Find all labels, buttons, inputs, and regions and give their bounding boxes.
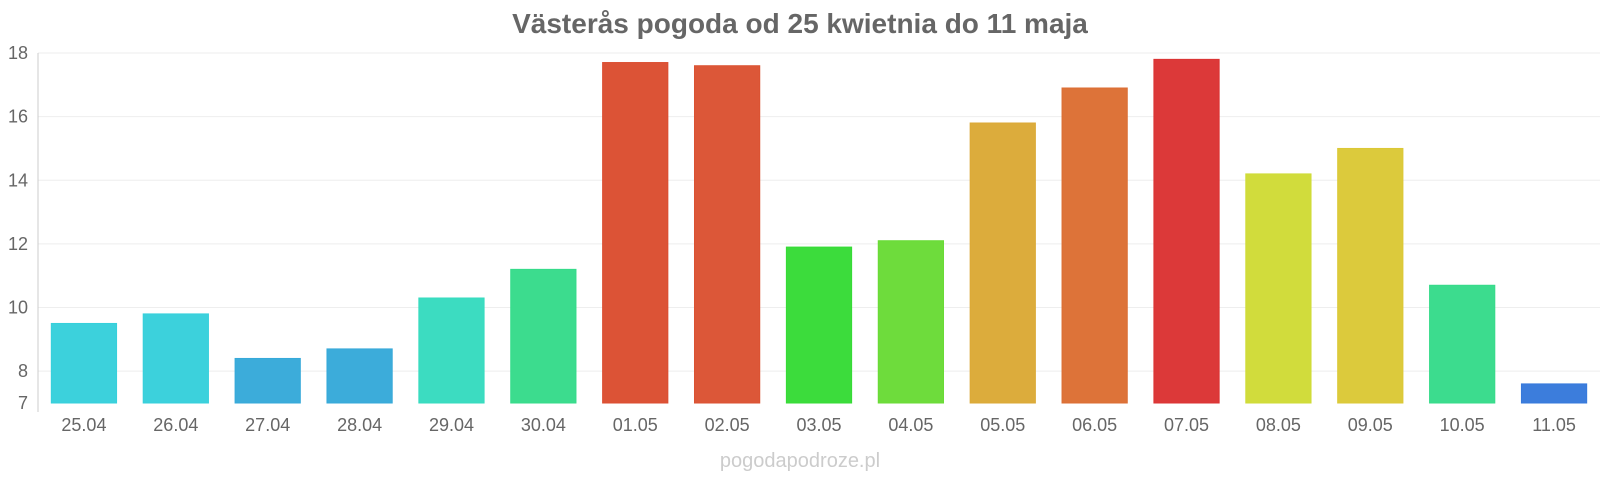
x-tick-label: 02.05 <box>705 415 750 435</box>
bar <box>511 269 576 403</box>
bar <box>786 247 851 403</box>
y-tick-label: 16 <box>8 107 28 127</box>
x-tick-label: 01.05 <box>613 415 658 435</box>
x-tick-label: 05.05 <box>980 415 1025 435</box>
x-tick-label: 10.05 <box>1440 415 1485 435</box>
bar <box>235 358 300 403</box>
bar <box>1246 174 1311 403</box>
bar <box>1154 59 1219 403</box>
x-tick-label: 09.05 <box>1348 415 1393 435</box>
bar <box>970 123 1035 403</box>
bars <box>51 59 1586 403</box>
watermark-text: pogodapodroze.pl <box>0 450 1600 473</box>
bar <box>1062 88 1127 403</box>
bar <box>1521 384 1586 403</box>
bar <box>51 323 116 403</box>
bar <box>1338 148 1403 403</box>
y-tick-label: 8 <box>18 361 28 381</box>
y-tick-label: 7 <box>18 393 28 413</box>
x-tick-label: 08.05 <box>1256 415 1301 435</box>
x-tick-label: 27.04 <box>245 415 290 435</box>
y-axis: 7 8 10 12 14 16 18 <box>8 43 38 413</box>
bar <box>327 349 392 403</box>
x-tick-label: 28.04 <box>337 415 382 435</box>
bar <box>419 298 484 403</box>
bar <box>878 241 943 403</box>
y-tick-label: 12 <box>8 234 28 254</box>
bar <box>603 63 668 403</box>
x-tick-label: 06.05 <box>1072 415 1117 435</box>
x-axis: 25.04 26.04 27.04 28.04 29.04 30.04 01.05 02.05… <box>61 415 1576 435</box>
y-tick-label: 18 <box>8 43 28 63</box>
bar <box>1430 285 1495 403</box>
x-tick-label: 07.05 <box>1164 415 1209 435</box>
y-tick-label: 14 <box>8 170 28 190</box>
x-tick-label: 03.05 <box>796 415 841 435</box>
y-tick-label: 10 <box>8 298 28 318</box>
x-tick-label: 11.05 <box>1532 415 1576 435</box>
x-tick-label: 25.04 <box>61 415 106 435</box>
x-tick-label: 04.05 <box>888 415 933 435</box>
x-tick-label: 30.04 <box>521 415 566 435</box>
x-tick-label: 26.04 <box>153 415 198 435</box>
bar <box>143 314 208 403</box>
x-tick-label: 29.04 <box>429 415 474 435</box>
bar <box>694 66 759 403</box>
